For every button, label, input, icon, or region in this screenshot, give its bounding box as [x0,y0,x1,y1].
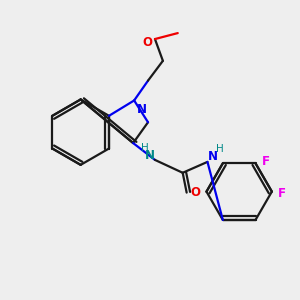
Text: F: F [261,155,269,168]
Text: H: H [217,144,224,154]
Text: N: N [137,103,147,116]
Text: N: N [145,149,155,162]
Text: O: O [190,186,201,199]
Text: F: F [278,187,286,200]
Text: N: N [207,150,218,164]
Text: H: H [141,143,149,153]
Text: O: O [142,35,152,49]
